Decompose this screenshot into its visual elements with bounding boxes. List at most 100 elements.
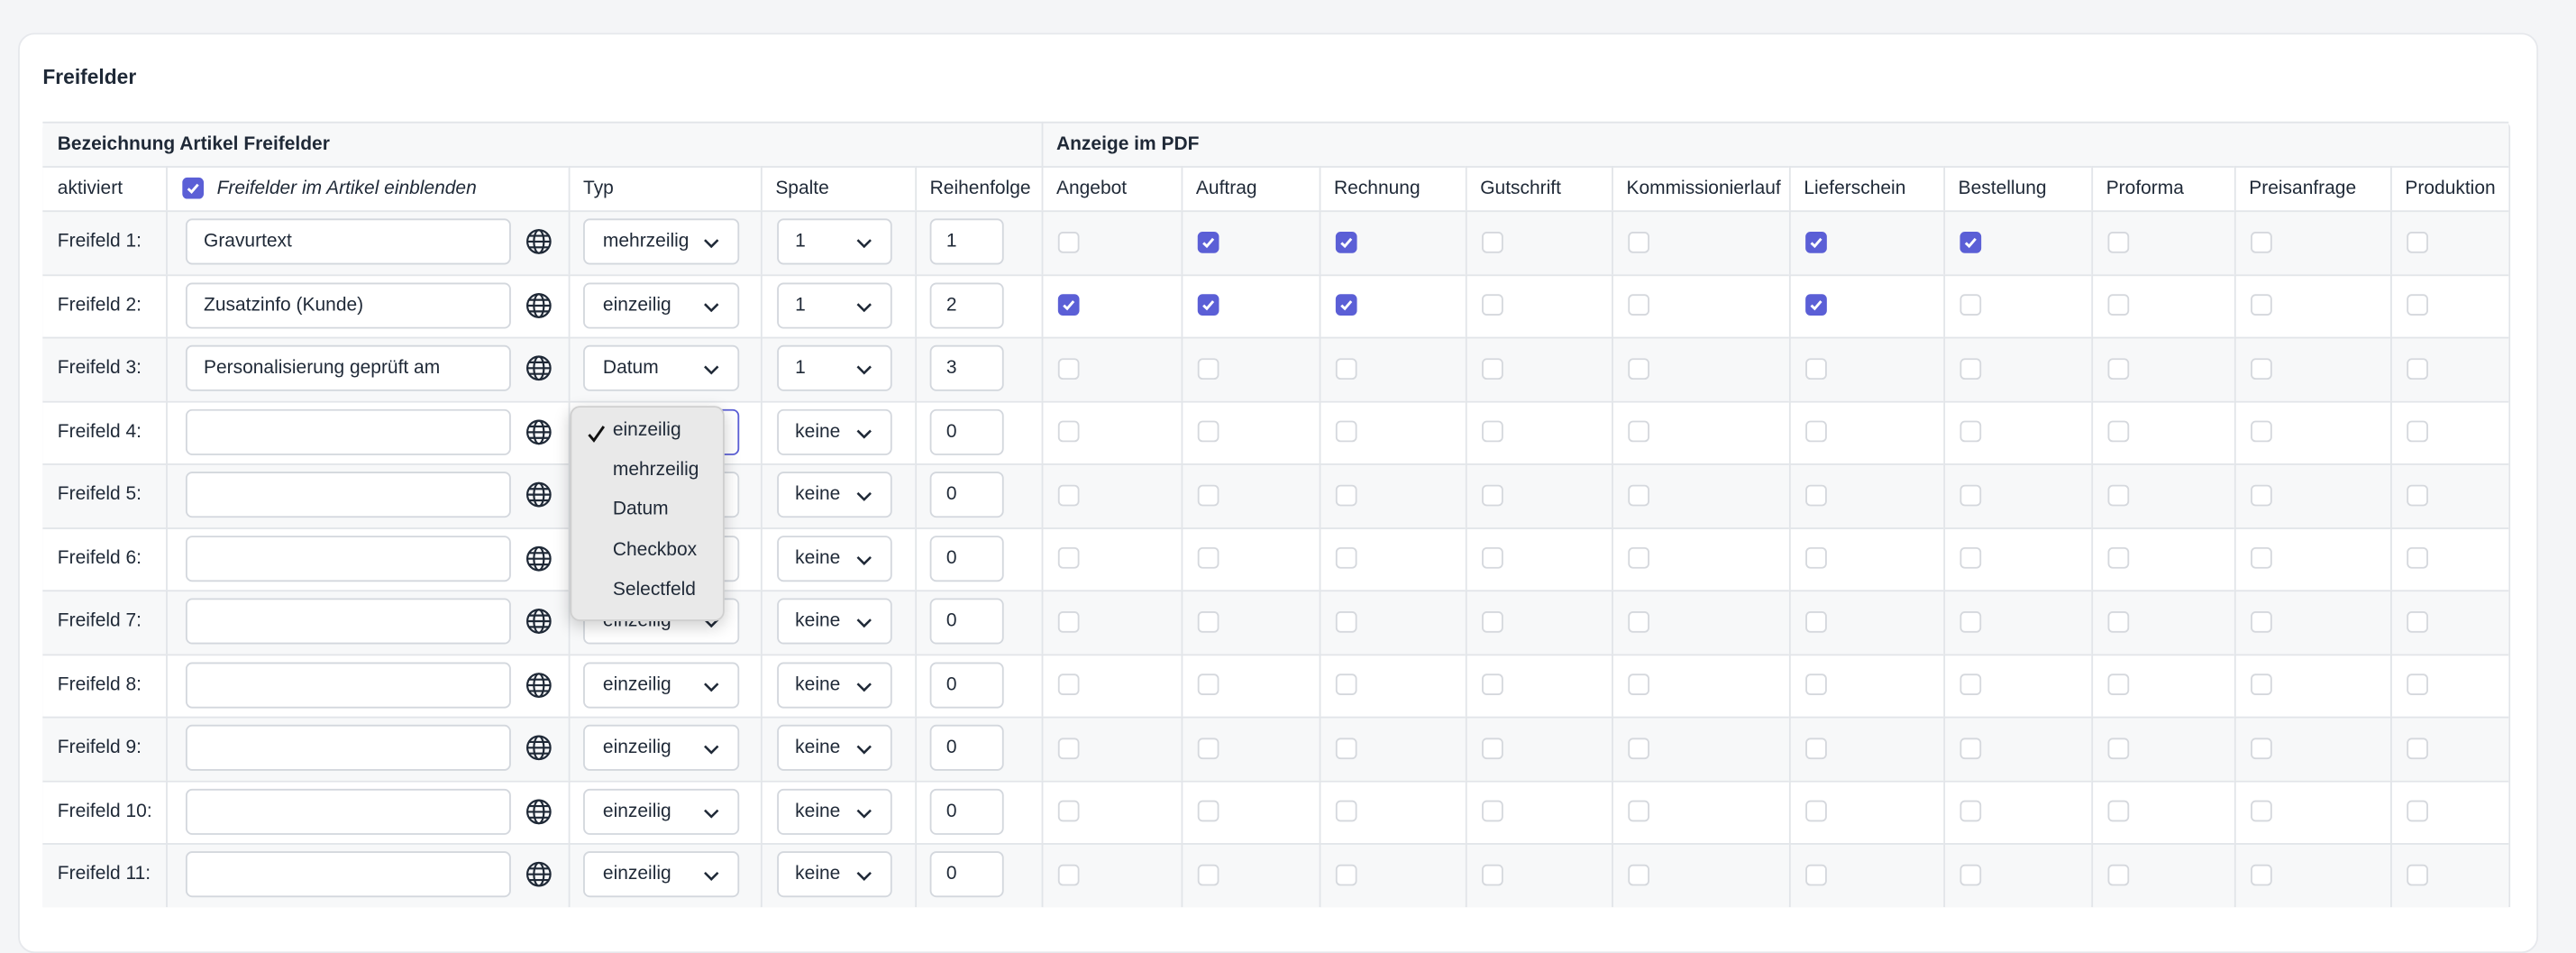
pdf-checkbox[interactable] [2107,484,2130,506]
column-select[interactable] [777,218,892,265]
pdf-checkbox[interactable] [2251,294,2272,316]
order-input[interactable] [929,851,1004,898]
text-input[interactable] [185,788,511,835]
pdf-checkbox[interactable] [1057,610,1080,633]
pdf-checkbox[interactable] [1628,231,1649,253]
type-select[interactable] [583,345,740,392]
pdf-checkbox[interactable] [1805,547,1827,570]
pdf-checkbox[interactable] [1197,864,1219,885]
pdf-checkbox[interactable] [1482,357,1503,380]
globe-icon[interactable] [525,798,552,824]
pdf-checkbox[interactable] [1959,801,1982,822]
globe-icon[interactable] [525,862,552,888]
pdf-checkbox[interactable] [2251,547,2272,570]
pdf-checkbox[interactable] [1482,484,1503,506]
pdf-checkbox[interactable] [1959,547,1982,570]
dropdown-option[interactable]: einzeilig [612,420,681,441]
order-input[interactable] [929,472,1004,518]
pdf-checkbox[interactable] [1805,674,1827,696]
column-select[interactable] [777,535,892,582]
pdf-checkbox[interactable] [1482,610,1503,633]
pdf-checkbox[interactable] [1057,357,1080,380]
pdf-checkbox[interactable] [1959,231,1982,253]
pdf-checkbox[interactable] [1628,294,1649,316]
pdf-checkbox[interactable] [1197,547,1219,570]
globe-icon[interactable] [525,482,552,509]
pdf-checkbox[interactable] [1335,737,1357,759]
pdf-checkbox[interactable] [2107,421,2130,443]
order-input[interactable] [929,218,1004,265]
order-input[interactable] [929,535,1004,582]
pdf-checkbox[interactable] [1628,421,1649,443]
pdf-checkbox[interactable] [1805,610,1827,633]
globe-icon[interactable] [525,292,552,318]
dropdown-option[interactable]: Datum [612,499,669,520]
pdf-checkbox[interactable] [1628,864,1649,885]
pdf-checkbox[interactable] [2107,231,2130,253]
pdf-checkbox[interactable] [1959,610,1982,633]
pdf-checkbox[interactable] [1482,421,1503,443]
globe-icon[interactable] [525,672,552,698]
pdf-checkbox[interactable] [1197,737,1219,759]
pdf-checkbox[interactable] [1057,801,1080,822]
pdf-checkbox[interactable] [1057,484,1080,506]
column-select[interactable] [777,598,892,645]
pdf-checkbox[interactable] [1197,357,1219,380]
pdf-checkbox[interactable] [1482,231,1503,253]
text-input[interactable] [185,725,511,772]
pdf-checkbox[interactable] [2107,801,2130,822]
pdf-checkbox[interactable] [2251,357,2272,380]
pdf-checkbox[interactable] [1628,610,1649,633]
pdf-checkbox[interactable] [1805,421,1827,443]
order-input[interactable] [929,788,1004,835]
column-select[interactable] [777,851,892,898]
pdf-checkbox[interactable] [2251,484,2272,506]
pdf-checkbox[interactable] [1805,801,1827,822]
text-input[interactable] [185,282,511,329]
globe-icon[interactable] [525,609,552,635]
globe-icon[interactable] [525,545,552,572]
pdf-checkbox[interactable] [1335,421,1357,443]
pdf-checkbox[interactable] [1057,231,1080,253]
pdf-checkbox[interactable] [2407,864,2428,885]
pdf-checkbox[interactable] [2251,864,2272,885]
text-input[interactable] [185,535,511,582]
pdf-checkbox[interactable] [1628,484,1649,506]
pdf-checkbox[interactable] [1959,484,1982,506]
order-input[interactable] [929,282,1004,329]
pdf-checkbox[interactable] [1628,547,1649,570]
column-select[interactable] [777,662,892,709]
pdf-checkbox[interactable] [1335,357,1357,380]
pdf-checkbox[interactable] [1197,231,1219,253]
pdf-checkbox[interactable] [1057,864,1080,885]
pdf-checkbox[interactable] [1057,674,1080,696]
type-select[interactable] [583,662,740,709]
pdf-checkbox[interactable] [1805,294,1827,316]
pdf-checkbox[interactable] [1482,864,1503,885]
order-input[interactable] [929,662,1004,709]
pdf-checkbox[interactable] [1057,547,1080,570]
order-input[interactable] [929,345,1004,392]
pdf-checkbox[interactable] [1482,294,1503,316]
pdf-checkbox[interactable] [1197,610,1219,633]
pdf-checkbox[interactable] [1197,674,1219,696]
pdf-checkbox[interactable] [2251,674,2272,696]
column-select[interactable] [777,472,892,518]
pdf-checkbox[interactable] [2407,421,2428,443]
type-select[interactable] [583,218,740,265]
pdf-checkbox[interactable] [2107,610,2130,633]
type-select[interactable] [583,788,740,835]
pdf-checkbox[interactable] [2251,737,2272,759]
pdf-checkbox[interactable] [2407,484,2428,506]
pdf-checkbox[interactable] [2407,610,2428,633]
type-select[interactable] [583,282,740,329]
globe-icon[interactable] [525,735,552,761]
pdf-checkbox[interactable] [1197,421,1219,443]
globe-icon[interactable] [525,355,552,381]
column-select[interactable] [777,345,892,392]
pdf-checkbox[interactable] [2407,737,2428,759]
pdf-checkbox[interactable] [1335,674,1357,696]
pdf-checkbox[interactable] [1335,231,1357,253]
pdf-checkbox[interactable] [1628,357,1649,380]
globe-icon[interactable] [525,229,552,255]
